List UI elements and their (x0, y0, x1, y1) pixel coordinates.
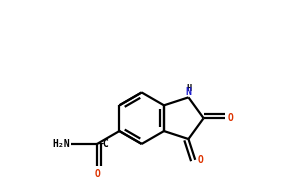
Text: O: O (198, 155, 204, 165)
Text: O: O (228, 113, 234, 123)
Text: H: H (186, 84, 191, 93)
Text: −C: −C (98, 139, 109, 149)
Text: H₂N: H₂N (52, 139, 70, 149)
Text: O: O (94, 169, 100, 179)
Text: N: N (186, 87, 191, 97)
